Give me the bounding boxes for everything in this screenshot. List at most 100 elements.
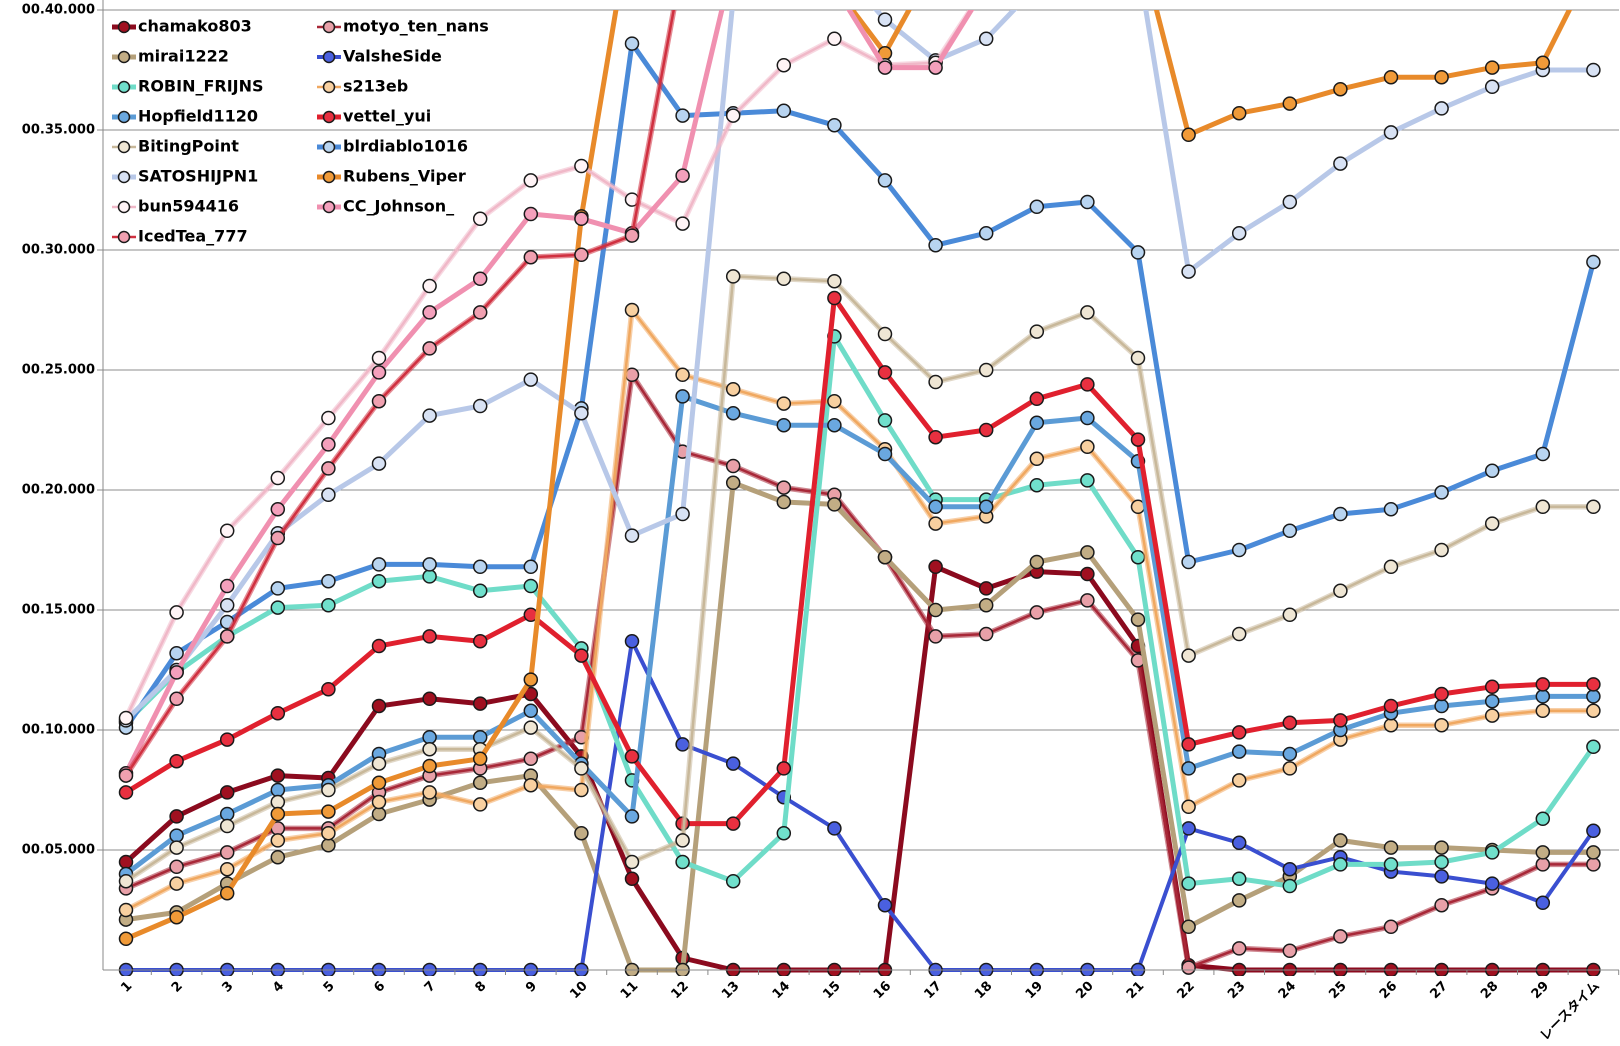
series-line xyxy=(123,10,975,775)
data-point xyxy=(1231,105,1247,121)
legend-swatch-marker xyxy=(322,80,336,94)
data-point xyxy=(1535,845,1551,860)
data-point xyxy=(827,497,842,512)
data-point xyxy=(523,751,539,767)
data-point xyxy=(776,103,792,119)
data-point xyxy=(270,768,286,783)
data-point xyxy=(1333,506,1348,522)
data-point xyxy=(1434,69,1449,85)
data-point xyxy=(978,499,994,515)
data-point xyxy=(422,691,437,707)
series-line xyxy=(125,373,1594,969)
data-point xyxy=(219,629,235,644)
legend-swatch-marker xyxy=(117,80,131,94)
data-point xyxy=(118,785,134,800)
data-point xyxy=(675,854,690,870)
data-point xyxy=(877,60,893,75)
data-point xyxy=(675,737,690,752)
data-point xyxy=(1130,350,1146,366)
data-point xyxy=(1130,612,1146,627)
data-point xyxy=(371,365,387,380)
data-point xyxy=(624,228,640,243)
x-tick-label: 18 xyxy=(972,979,995,1002)
data-point xyxy=(219,885,235,901)
data-point xyxy=(118,931,134,947)
data-point xyxy=(1282,943,1298,959)
data-point xyxy=(1181,821,1196,836)
data-point xyxy=(1282,715,1298,731)
data-point xyxy=(219,845,235,860)
y-tick-label: 00.40.000 xyxy=(22,3,95,18)
legend-label: IcedTea_777 xyxy=(138,227,248,246)
data-point xyxy=(1080,410,1095,426)
x-tick-label: 16 xyxy=(871,979,894,1002)
data-point xyxy=(877,549,893,565)
legend-swatch-marker xyxy=(322,200,336,214)
data-point xyxy=(169,809,184,824)
data-point xyxy=(422,569,437,584)
data-point xyxy=(1231,941,1247,956)
data-point xyxy=(978,422,994,438)
data-point xyxy=(472,583,488,599)
data-point xyxy=(321,681,336,697)
data-point xyxy=(1484,679,1500,695)
data-point xyxy=(219,578,235,594)
data-point xyxy=(725,269,741,284)
data-point xyxy=(371,638,387,654)
data-point xyxy=(1586,689,1601,704)
data-point xyxy=(928,374,943,390)
series-layer xyxy=(118,10,1601,976)
data-point xyxy=(574,405,589,421)
data-point xyxy=(321,487,336,503)
legend-label: SATOSHIJPN1 xyxy=(138,167,258,186)
data-point xyxy=(675,367,690,383)
data-point xyxy=(1282,878,1298,894)
data-point xyxy=(675,506,690,522)
legend-swatch-marker xyxy=(322,110,336,124)
data-point xyxy=(219,818,235,834)
legend-swatch-marker xyxy=(117,110,131,124)
y-tick-label: 00.35.000 xyxy=(22,123,95,138)
data-point xyxy=(877,326,893,342)
data-point xyxy=(1535,811,1551,827)
data-point xyxy=(1333,833,1348,848)
data-point xyxy=(321,597,336,613)
data-point xyxy=(1333,857,1348,872)
data-point xyxy=(574,247,589,263)
data-point xyxy=(523,249,539,265)
data-point xyxy=(1434,717,1449,733)
data-point xyxy=(371,698,387,714)
data-point xyxy=(978,362,994,378)
data-point xyxy=(371,456,387,471)
x-tick-label: 24 xyxy=(1276,979,1299,1002)
series-line xyxy=(125,10,1573,942)
series-line xyxy=(126,639,1596,972)
data-point xyxy=(1181,761,1196,776)
data-point xyxy=(321,837,336,853)
legend-label: bun594416 xyxy=(138,197,239,216)
data-point xyxy=(827,393,842,409)
data-point xyxy=(827,273,842,289)
data-point xyxy=(877,173,893,188)
data-point xyxy=(1383,698,1399,714)
data-point xyxy=(219,806,235,822)
series-line xyxy=(123,41,1596,730)
data-point xyxy=(1282,96,1298,111)
data-point xyxy=(1383,559,1399,575)
x-tick-label: 26 xyxy=(1377,979,1400,1002)
data-point xyxy=(776,825,792,841)
data-point xyxy=(1434,698,1449,714)
data-point xyxy=(776,396,792,411)
data-point xyxy=(1181,264,1196,279)
data-point xyxy=(675,216,690,231)
data-point xyxy=(675,389,690,404)
data-point xyxy=(169,840,184,855)
data-point xyxy=(321,461,336,476)
data-point xyxy=(1130,432,1146,447)
series-line xyxy=(124,393,1594,876)
data-point xyxy=(725,108,741,123)
data-point xyxy=(1282,861,1298,877)
data-point xyxy=(978,31,994,47)
x-tick-label: 27 xyxy=(1428,979,1451,1002)
data-point xyxy=(978,581,994,596)
